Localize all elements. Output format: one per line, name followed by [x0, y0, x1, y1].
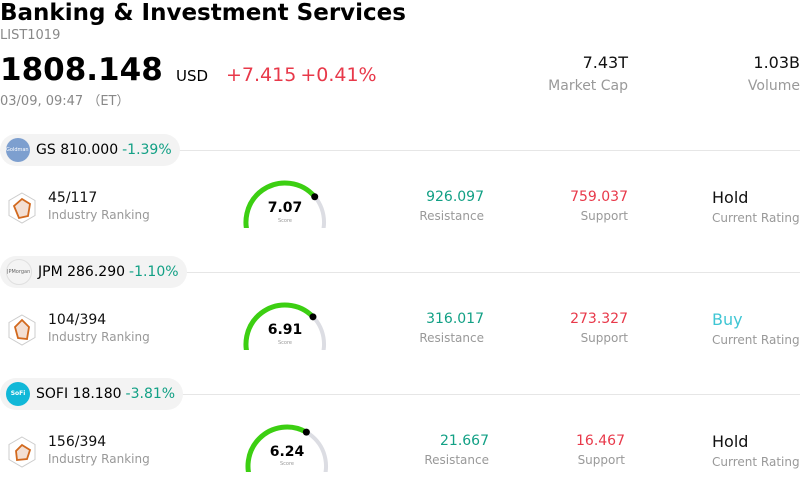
score-gauge [245, 424, 328, 472]
ticker: SOFI [36, 386, 69, 402]
timestamp: 03/09, 09:47 （ET） [0, 94, 130, 109]
resistance-label: Resistance [424, 453, 489, 467]
volume-label: Volume [747, 78, 800, 94]
section-divider [0, 150, 800, 151]
change-percent: +0.41% [300, 64, 377, 86]
score-gauge [243, 302, 326, 350]
current-rating-label: Current Rating [712, 211, 800, 225]
industry-rank-label: Industry Ranking [48, 330, 150, 344]
stock-chip-gs[interactable]: Goldman Sachs GS 810.000-1.39% [0, 134, 180, 166]
industry-rank-value: 104/394 [48, 312, 107, 328]
industry-rank-value: 45/117 [48, 190, 98, 206]
currency-label: USD [176, 67, 209, 85]
resistance-value: 926.097 [426, 189, 484, 205]
ranking-icon [8, 192, 36, 224]
score-label: Score [279, 461, 294, 467]
ranking-icon [8, 314, 36, 346]
score-gauge [243, 180, 326, 228]
score-value: 6.24 [269, 444, 305, 460]
stock-price: 18.180 [72, 386, 122, 402]
list-code: LIST1019 [0, 28, 61, 43]
resistance-label: Resistance [419, 331, 484, 345]
score-label: Score [277, 218, 292, 224]
resistance-value: 316.017 [426, 311, 484, 327]
industry-rank-value: 156/394 [48, 434, 107, 450]
support-value: 16.467 [576, 433, 625, 449]
current-rating: Hold [712, 432, 749, 451]
stock-change: -3.81% [125, 386, 176, 402]
support-value: 759.037 [570, 189, 628, 205]
index-price: 1808.148 [0, 52, 163, 88]
section-divider [0, 272, 800, 273]
industry-rank-label: Industry Ranking [48, 208, 150, 222]
score-value: 7.07 [267, 200, 303, 216]
resistance-label: Resistance [419, 209, 484, 223]
stock-chip-sofi[interactable]: SoFi SOFI 18.180 -3.81% [0, 378, 184, 410]
company-logo: Goldman Sachs [6, 138, 30, 162]
current-rating: Hold [712, 188, 749, 207]
price-change: +7.415 +0.41% [226, 64, 381, 86]
stock-price: 810.000 [60, 142, 119, 158]
current-rating: Buy [712, 310, 743, 329]
score-value: 6.91 [267, 322, 303, 338]
industry-rank-label: Industry Ranking [48, 452, 150, 466]
stock-change: -1.39% [122, 142, 172, 158]
stock-change: -1.10% [129, 264, 179, 280]
company-logo: SoFi [6, 382, 30, 406]
current-rating-label: Current Rating [712, 455, 800, 469]
market-cap-label: Market Cap [548, 78, 628, 94]
ranking-icon [8, 436, 36, 468]
current-rating-label: Current Rating [712, 333, 800, 347]
resistance-value: 21.667 [440, 433, 489, 449]
ticker: GS [36, 142, 56, 158]
ticker: JPM [38, 264, 63, 280]
support-label: Support [580, 209, 628, 223]
market-cap-value: 7.43T [582, 53, 628, 72]
company-logo: JPMorgan Chase [6, 259, 32, 285]
volume-value: 1.03B [753, 53, 800, 72]
section-divider [0, 394, 800, 395]
stock-price: 286.290 [67, 264, 126, 280]
support-label: Support [580, 331, 628, 345]
stock-chip-jpm[interactable]: JPMorgan Chase JPM 286.290-1.10% [0, 256, 187, 288]
support-label: Support [577, 453, 625, 467]
support-value: 273.327 [570, 311, 628, 327]
score-label: Score [277, 340, 292, 346]
change-absolute: +7.415 [226, 64, 297, 86]
page-title: Banking & Investment Services [0, 0, 406, 26]
